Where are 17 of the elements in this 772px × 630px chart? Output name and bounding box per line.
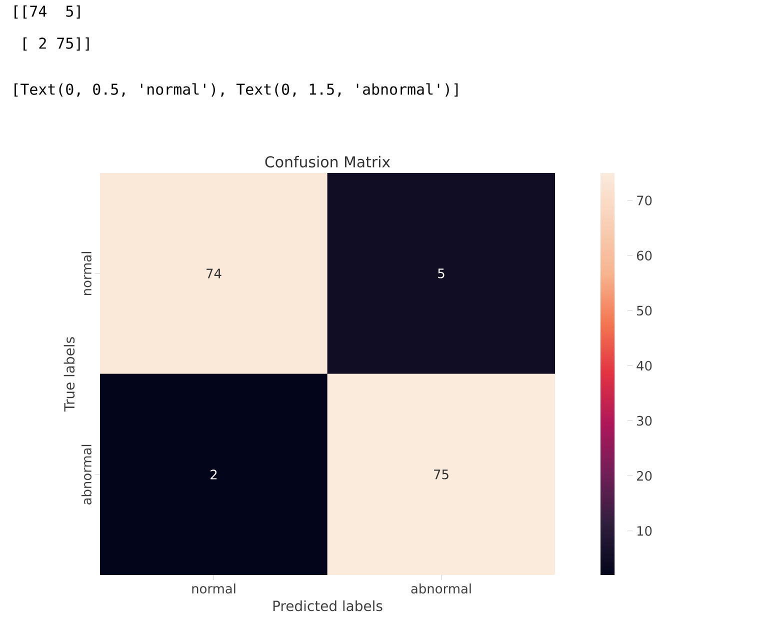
text: [Text(0, 0.5, 'normal'), Text(0, 1.5, 'abnormal')] xyxy=(14,83,458,97)
color-bar-label: 10 xyxy=(637,526,652,536)
y-axis-title: True labels xyxy=(64,337,75,412)
color-bar-label: 40 xyxy=(636,360,652,371)
data-label: 2 xyxy=(210,470,217,480)
text: [ 2 75]] xyxy=(24,37,89,51)
color-bar-label: 50 xyxy=(637,306,652,316)
data-label: 75 xyxy=(434,470,448,480)
data-label: 5 xyxy=(438,268,444,278)
color-bar-label: 70 xyxy=(637,196,652,206)
chart-title: Confusion Matrix xyxy=(265,156,390,168)
color-bar-label: 20 xyxy=(636,470,652,481)
text: [[74 5] xyxy=(14,5,80,19)
x-axis-title: Predicted labels xyxy=(273,600,382,612)
data-label: 74 xyxy=(206,268,222,278)
color-bar-label: 30 xyxy=(637,416,652,426)
color-bar-label: 60 xyxy=(636,250,652,260)
